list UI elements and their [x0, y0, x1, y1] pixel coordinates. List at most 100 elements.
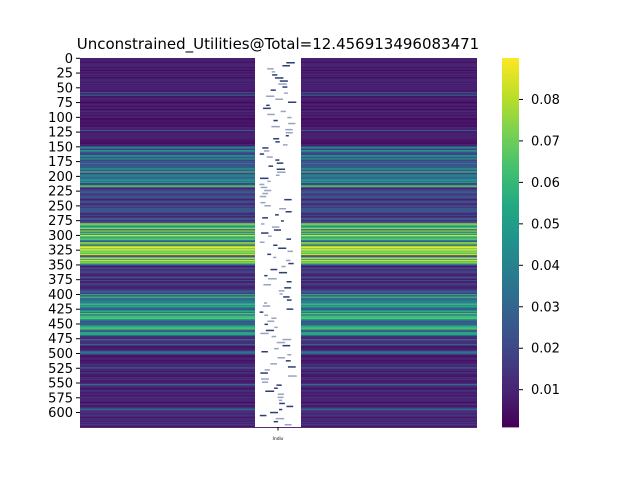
- colorbar-segment: [502, 326, 519, 329]
- colorbar-segment: [502, 163, 519, 166]
- annotation-mark: [264, 190, 271, 192]
- colorbar-segment: [502, 295, 519, 298]
- colorbar-segment: [502, 193, 519, 196]
- annotation-mark: [270, 363, 277, 365]
- y-tick-label: 375: [48, 273, 73, 288]
- annotation-mark: [282, 345, 290, 347]
- colorbar-segment: [502, 67, 519, 70]
- colorbar-segment: [502, 135, 519, 138]
- annotation-mark: [279, 403, 285, 405]
- colorbar-segment: [502, 239, 519, 242]
- annotation-mark: [260, 415, 267, 417]
- annotation-mark: [288, 366, 296, 368]
- y-tick-label: 500: [48, 347, 73, 362]
- annotation-mark: [288, 123, 295, 125]
- colorbar-segment: [502, 196, 519, 199]
- y-tick-label: 50: [56, 81, 73, 96]
- annotation-mark: [274, 327, 277, 329]
- colorbar-segment: [502, 126, 519, 129]
- colorbar-segment: [502, 252, 519, 255]
- annotation-mark: [277, 162, 284, 164]
- colorbar-segment: [502, 289, 519, 292]
- annotation-mark: [268, 278, 277, 280]
- colorbar-tick-label: 0.05: [531, 217, 560, 232]
- colorbar-segment: [502, 322, 519, 325]
- colorbar-segment: [502, 83, 519, 86]
- colorbar-segment: [502, 264, 519, 267]
- colorbar-segment: [502, 172, 519, 175]
- x-tick-label: Indiv: [273, 436, 284, 442]
- colorbar-segment: [502, 123, 519, 126]
- annotation-mark: [287, 308, 294, 310]
- y-tick-label: 325: [48, 244, 73, 259]
- colorbar-segment: [502, 153, 519, 156]
- colorbar-segment: [502, 341, 519, 344]
- colorbar-tick-label: 0.04: [531, 259, 560, 274]
- colorbar-segment: [502, 107, 519, 110]
- colorbar-segment: [502, 409, 519, 412]
- colorbar-segment: [502, 261, 519, 264]
- colorbar-segment: [502, 399, 519, 402]
- colorbar-segment: [502, 375, 519, 378]
- annotation-mark: [276, 175, 280, 177]
- annotation-mark: [271, 89, 276, 91]
- colorbar-segment: [502, 221, 519, 224]
- colorbar-segment: [502, 390, 519, 393]
- annotation-mark: [287, 117, 291, 119]
- annotation-mark: [286, 260, 291, 262]
- colorbar-segment: [502, 381, 519, 384]
- colorbar-segment: [502, 307, 519, 310]
- annotation-mark: [287, 299, 292, 301]
- colorbar-segment: [502, 329, 519, 332]
- y-tick-label: 100: [48, 111, 73, 126]
- annotation-mark: [279, 272, 287, 274]
- colorbar-segment: [502, 206, 519, 209]
- annotation-mark: [282, 65, 289, 67]
- colorbar-segment: [502, 298, 519, 301]
- annotation-mark: [278, 394, 284, 396]
- annotation-mark: [260, 196, 267, 198]
- colorbar-segment: [502, 110, 519, 113]
- annotation-mark: [267, 181, 270, 183]
- y-tick-label: 150: [48, 140, 73, 155]
- annotation-mark: [275, 159, 279, 161]
- annotation-mark: [278, 397, 284, 399]
- colorbar-segment: [502, 129, 519, 132]
- y-tick-label: 450: [48, 317, 73, 332]
- colorbar-segment: [502, 366, 519, 369]
- colorbar-segment: [502, 190, 519, 193]
- annotation-mark: [288, 375, 297, 377]
- y-tick-label: 475: [48, 332, 73, 347]
- annotation-mark: [279, 400, 282, 402]
- annotation-mark: [280, 80, 288, 82]
- colorbar-segment: [502, 120, 519, 123]
- y-tick-label: 425: [48, 303, 73, 318]
- annotation-mark: [260, 333, 268, 335]
- annotation-mark: [262, 217, 268, 219]
- colorbar-segment: [502, 282, 519, 285]
- y-tick-label: 525: [48, 362, 73, 377]
- annotation-mark: [260, 178, 268, 180]
- colorbar-segment: [502, 156, 519, 159]
- colorbar-segment: [502, 233, 519, 236]
- annotation-mark: [267, 321, 274, 323]
- annotation-mark: [281, 111, 286, 113]
- colorbar-segment: [502, 70, 519, 73]
- colorbar-tick-label: 0.01: [531, 383, 560, 398]
- colorbar-segment: [502, 421, 519, 424]
- cell-annotation-column: [255, 58, 301, 427]
- colorbar-segment: [502, 362, 519, 365]
- colorbar-segment: [502, 405, 519, 408]
- colorbar-segment: [502, 215, 519, 218]
- colorbar-tick-label: 0.08: [531, 93, 560, 108]
- annotation-mark: [267, 114, 274, 116]
- colorbar-segment: [502, 313, 519, 316]
- annotation-mark: [260, 311, 264, 313]
- y-axis: 0255075100125150175200225250275300325350…: [48, 52, 80, 421]
- annotation-mark: [281, 220, 284, 222]
- colorbar-segment: [502, 132, 519, 135]
- annotation-mark: [264, 302, 267, 304]
- colorbar-segment: [502, 393, 519, 396]
- annotation-mark: [268, 235, 272, 237]
